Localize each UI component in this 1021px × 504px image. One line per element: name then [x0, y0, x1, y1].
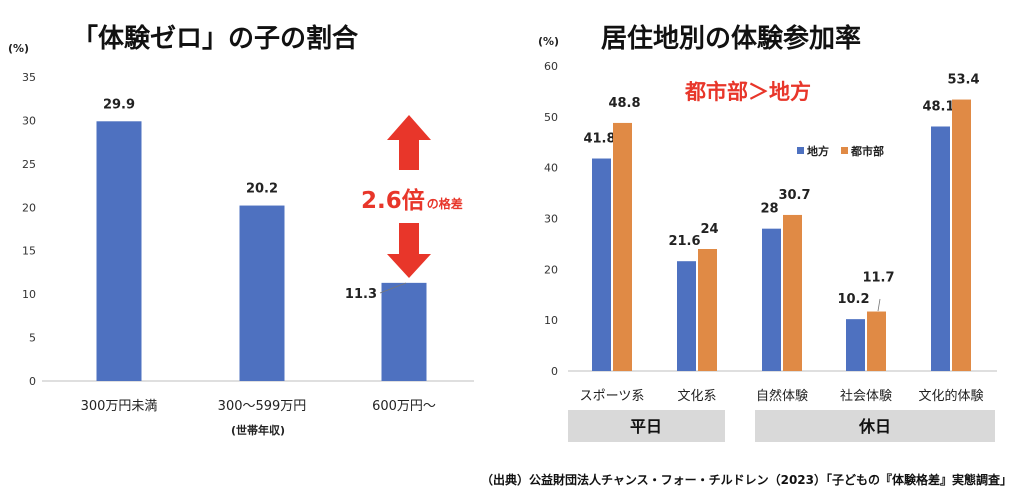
gap-annotation: 2.6倍 の格差 [361, 187, 463, 214]
right-leader-line [877, 298, 881, 312]
right-value-label-s0-1: 21.6 [668, 234, 700, 249]
right-value-label-s0-0: 41.8 [583, 132, 615, 147]
right-value-label-s1-2: 30.7 [778, 188, 810, 203]
right-ytick-label-6: 60 [544, 60, 558, 73]
legend: 地方 都市部 [797, 144, 884, 158]
left-unit-label: (%) [8, 42, 29, 55]
right-value-label-s0-2: 28 [760, 202, 778, 217]
left-value-label-2: 11.3 [345, 287, 377, 302]
left-ytick-label-5: 25 [22, 158, 36, 171]
legend-swatch-1 [841, 147, 848, 154]
group-box-weekday [568, 410, 725, 442]
right-category-label-2: 自然体験 [756, 388, 808, 404]
right-value-label-s0-3: 10.2 [837, 292, 869, 307]
right-bar-s1-4 [952, 99, 971, 372]
right-bar-s1-3 [867, 311, 886, 371]
right-ytick-label-3: 30 [544, 213, 558, 226]
left-ytick-label-1: 5 [29, 332, 36, 345]
legend-label-0: 地方 [807, 144, 829, 158]
group-label-weekday: 平日 [630, 417, 662, 436]
gap-annotation-big: 2.6倍 [361, 187, 425, 214]
left-ytick-label-7: 35 [22, 71, 36, 84]
left-bar-0 [96, 121, 142, 381]
left-ytick-label-0: 0 [29, 375, 36, 388]
right-annotation: 都市部＞地方 [684, 80, 811, 104]
right-bar-s1-0 [613, 122, 632, 371]
left-category-label-2: 600万円〜 [372, 399, 436, 414]
right-ytick-label-5: 50 [544, 111, 558, 124]
right-value-label-s1-0: 48.8 [608, 96, 640, 111]
right-bar-s1-2 [783, 214, 802, 371]
group-box-holiday [755, 410, 995, 442]
right-bar-s0-4 [931, 126, 950, 371]
right-value-label-s1-1: 24 [700, 222, 718, 237]
right-ytick-label-2: 20 [544, 263, 558, 276]
left-bar-1 [239, 205, 285, 381]
right-ytick-label-0: 0 [551, 365, 558, 378]
legend-swatch-0 [797, 147, 804, 154]
left-category-label-0: 300万円未満 [81, 399, 158, 414]
up-arrow-icon [387, 115, 431, 170]
right-category-label-4: 文化的体験 [918, 388, 983, 404]
left-ytick-label-4: 20 [22, 201, 36, 214]
right-bar-s0-1 [677, 261, 696, 371]
legend-label-1: 都市部 [850, 144, 884, 158]
right-bar-s0-2 [762, 228, 781, 371]
left-category-label-1: 300〜599万円 [218, 399, 307, 414]
down-arrow-icon [387, 223, 431, 278]
gap-arrow [387, 115, 431, 278]
source-note: （出典）公益財団法人チャンス・フォー・チルドレン（2023）「子どもの『体験格差… [481, 472, 1012, 487]
right-bar-s1-1 [698, 249, 717, 371]
right-ytick-label-4: 40 [544, 162, 558, 175]
right-bar-s0-3 [846, 319, 865, 371]
right-value-label-s1-4: 53.4 [947, 73, 979, 88]
left-ytick-label-3: 15 [22, 245, 36, 258]
right-unit-label: (%) [538, 35, 559, 48]
right-chart-title: 居住地別の体験参加率 [601, 23, 861, 54]
right-category-label-3: 社会体験 [840, 388, 892, 404]
right-ytick-label-1: 10 [544, 314, 558, 327]
left-ytick-label-6: 30 [22, 114, 36, 127]
gap-annotation-small: の格差 [427, 196, 463, 211]
group-label-holiday: 休日 [858, 417, 891, 436]
right-value-label-s0-4: 48.1 [922, 99, 954, 114]
right-category-label-1: 文化系 [677, 389, 716, 404]
left-value-label-1: 20.2 [246, 182, 278, 197]
right-bar-s0-0 [592, 158, 611, 371]
left-xlabel: (世帯年収) [231, 423, 285, 437]
left-bar-2 [381, 282, 427, 381]
left-chart-title: 「体験ゼロ」の子の割合 [72, 23, 359, 54]
left-ytick-label-2: 10 [22, 288, 36, 301]
right-category-label-0: スポーツ系 [580, 389, 645, 404]
left-value-label-0: 29.9 [103, 97, 135, 112]
right-value-label-s1-3: 11.7 [862, 271, 894, 286]
leader-line [379, 282, 407, 294]
